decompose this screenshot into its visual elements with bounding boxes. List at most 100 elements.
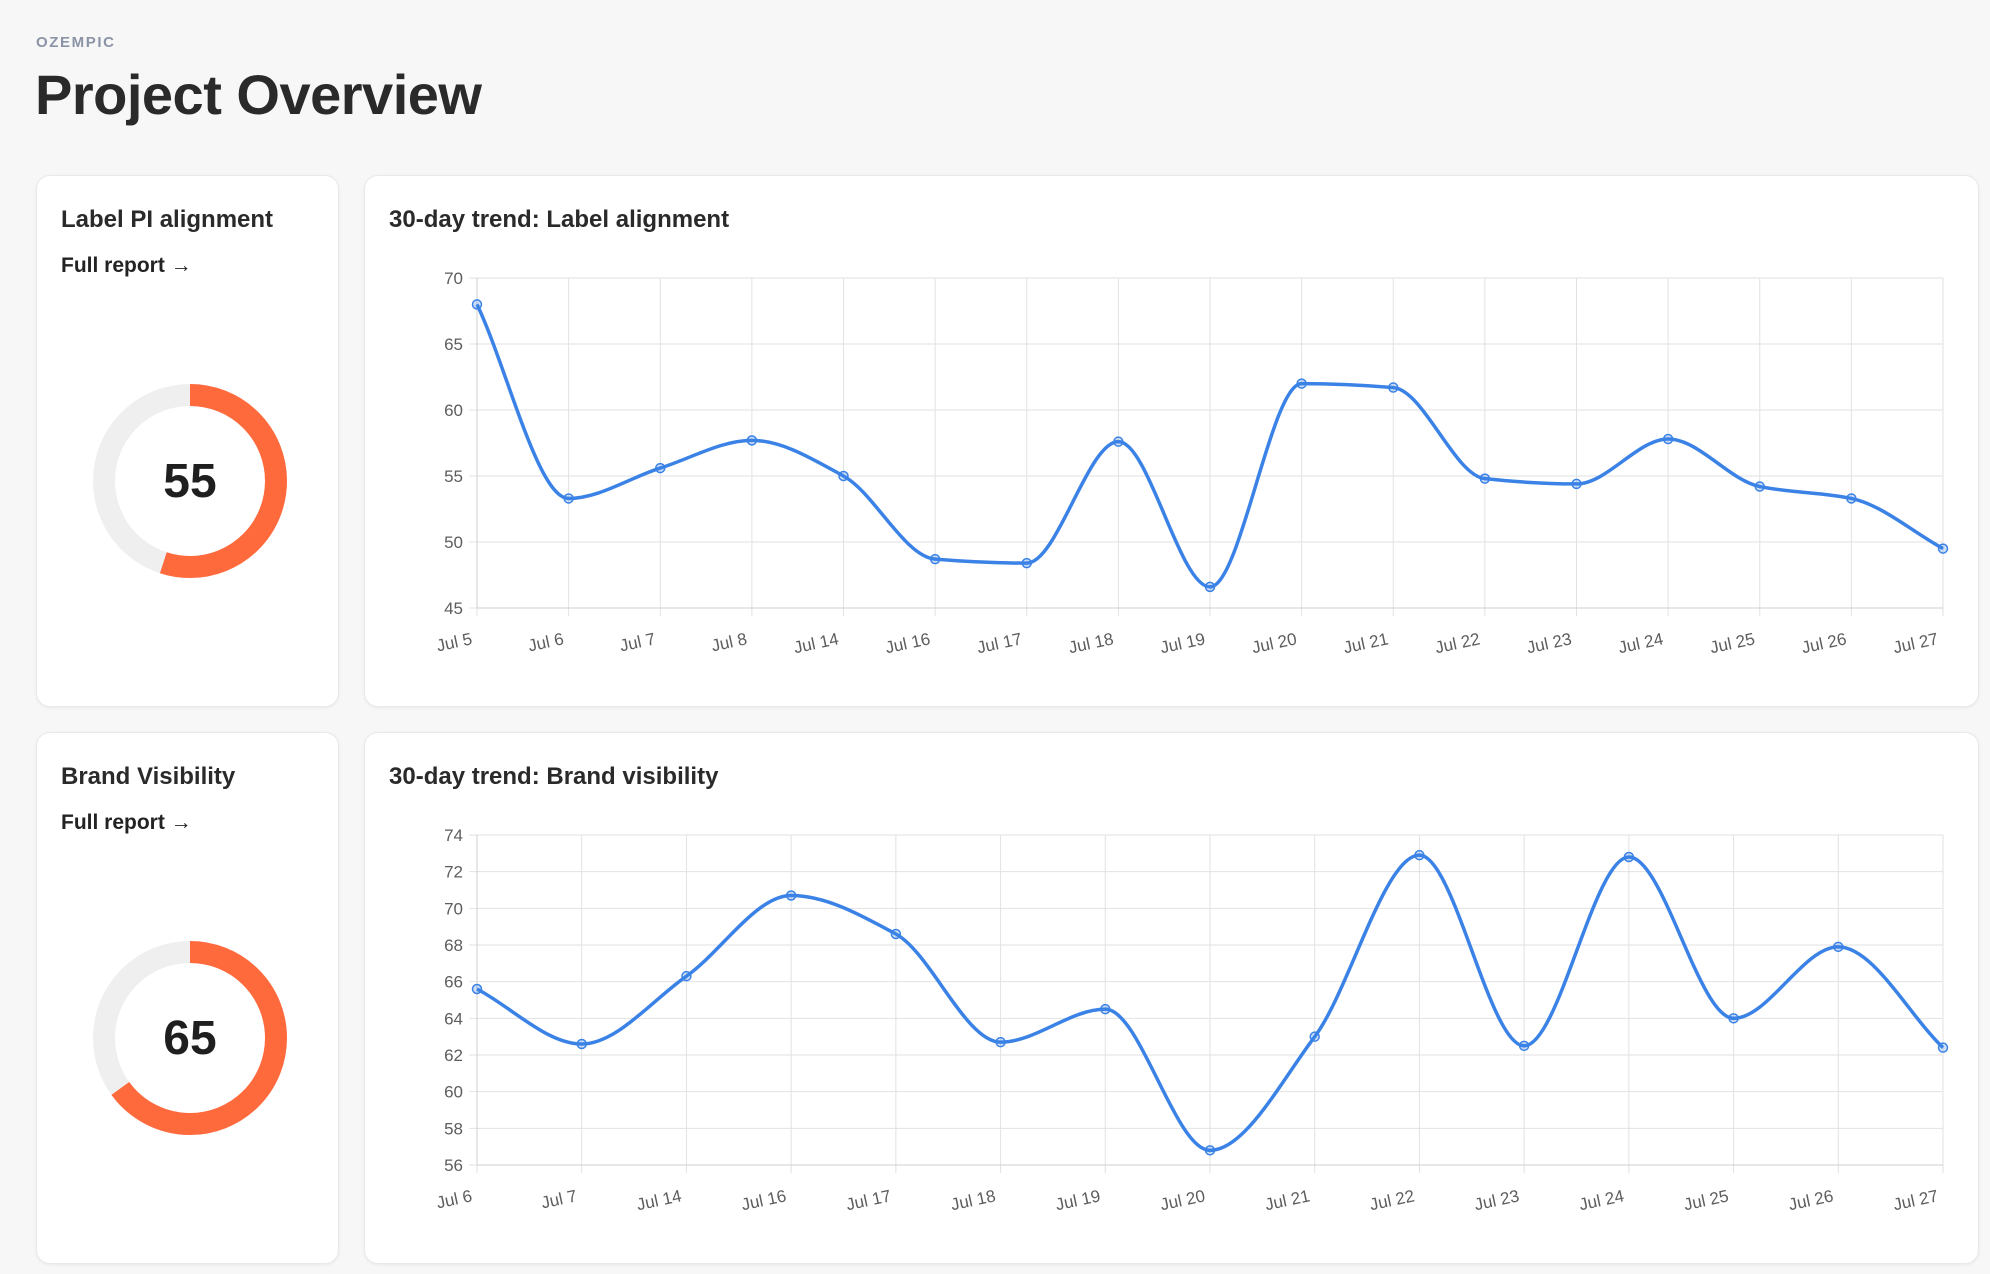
x-tick-label: Jul 8 xyxy=(710,629,749,655)
donut-progress-arc xyxy=(93,384,287,578)
y-tick-label: 64 xyxy=(444,1009,463,1028)
x-tick-label: Jul 6 xyxy=(435,1186,474,1212)
data-point[interactable] xyxy=(1204,581,1216,593)
series-line xyxy=(476,853,1945,1153)
data-point[interactable] xyxy=(1414,849,1425,861)
x-tick-label: Jul 25 xyxy=(1708,629,1756,657)
data-point[interactable] xyxy=(1518,1040,1530,1052)
x-tick-label: Jul 23 xyxy=(1473,1186,1521,1214)
x-tick-label: Jul 16 xyxy=(740,1186,788,1214)
x-tick-label: Jul 26 xyxy=(1800,629,1848,657)
x-tick-label: Jul 7 xyxy=(618,629,657,655)
data-point[interactable] xyxy=(1833,941,1844,953)
y-tick-label: 68 xyxy=(444,936,463,955)
metric-card-title: Label PI alignment xyxy=(61,206,274,233)
x-tick-label: Jul 19 xyxy=(1158,629,1206,657)
x-tick-label: Jul 23 xyxy=(1525,629,1573,657)
data-point[interactable] xyxy=(1479,473,1491,484)
trend-card-label-alignment: 30-day trend: Label alignment 45 50 55 60 65… xyxy=(364,175,1979,707)
data-point[interactable] xyxy=(1728,1013,1739,1024)
y-tick-label: 70 xyxy=(444,899,463,918)
x-tick-label: Jul 20 xyxy=(1158,1186,1206,1214)
full-report-link[interactable]: Full report → xyxy=(61,811,192,834)
x-tick-label: Jul 24 xyxy=(1617,629,1665,657)
score-value: 65 xyxy=(163,1011,217,1065)
y-tick-label: 45 xyxy=(444,599,463,618)
data-point[interactable] xyxy=(1937,543,1949,554)
data-point[interactable] xyxy=(1571,478,1582,490)
score-donut xyxy=(93,384,287,578)
x-tick-label: Jul 6 xyxy=(526,629,565,655)
y-tick-label: 65 xyxy=(444,335,463,354)
data-point[interactable] xyxy=(1623,851,1635,863)
data-point[interactable] xyxy=(1113,436,1124,447)
full-report-link[interactable]: Full report → xyxy=(61,254,192,277)
data-point[interactable] xyxy=(655,462,666,474)
y-tick-label: 74 xyxy=(444,826,463,845)
y-tick-label: 55 xyxy=(444,467,463,486)
x-tick-label: Jul 14 xyxy=(635,1186,683,1214)
x-tick-label: Jul 27 xyxy=(1891,629,1939,657)
y-tick-label: 60 xyxy=(444,1083,463,1102)
metric-card-label-alignment: Label PI alignment Full report → 55 xyxy=(36,175,339,707)
data-point[interactable] xyxy=(890,928,902,940)
x-tick-label: Jul 25 xyxy=(1682,1186,1730,1214)
data-point[interactable] xyxy=(1846,493,1857,504)
data-point[interactable] xyxy=(838,470,849,482)
score-value: 55 xyxy=(163,454,217,508)
data-point[interactable] xyxy=(1100,1003,1111,1015)
data-point[interactable] xyxy=(1388,382,1399,393)
data-point[interactable] xyxy=(1204,1145,1216,1156)
x-tick-label: Jul 27 xyxy=(1891,1186,1939,1214)
x-tick-label: Jul 5 xyxy=(435,629,474,655)
x-tick-label: Jul 16 xyxy=(884,629,932,657)
data-point[interactable] xyxy=(1309,1031,1320,1042)
y-tick-label: 58 xyxy=(444,1119,463,1138)
data-point[interactable] xyxy=(576,1038,587,1050)
data-point[interactable] xyxy=(1662,433,1674,445)
x-tick-label: Jul 26 xyxy=(1787,1186,1835,1214)
x-tick-label: Jul 18 xyxy=(949,1186,997,1214)
y-tick-label: 56 xyxy=(444,1156,463,1175)
data-point[interactable] xyxy=(785,890,797,901)
x-tick-label: Jul 21 xyxy=(1263,1186,1311,1214)
brand-visibility-line-chart: 56 58 60 62 64 66 68 70 72 74 Jul 6 Jul 7 Jul 14 Jul … xyxy=(435,826,1949,1214)
series-line xyxy=(475,303,1944,589)
data-point[interactable] xyxy=(471,299,483,310)
label-alignment-line-chart: 45 50 55 60 65 70 Jul 5 Jul 6 Jul 7 Jul 8 Jul 14 Ju… xyxy=(435,269,1949,657)
x-tick-label: Jul 17 xyxy=(975,629,1023,657)
x-tick-label: Jul 7 xyxy=(539,1186,578,1212)
data-point[interactable] xyxy=(471,983,483,995)
y-tick-label: 66 xyxy=(444,973,463,992)
y-tick-label: 70 xyxy=(444,269,463,288)
data-point[interactable] xyxy=(746,435,758,446)
x-tick-label: Jul 22 xyxy=(1433,629,1481,657)
y-tick-label: 50 xyxy=(444,533,463,552)
data-point[interactable] xyxy=(563,493,574,504)
data-point[interactable] xyxy=(1754,481,1765,492)
data-point[interactable] xyxy=(681,970,692,982)
donut-progress-arc xyxy=(93,941,287,1135)
y-tick-label: 62 xyxy=(444,1046,463,1065)
x-tick-label: Jul 14 xyxy=(792,629,840,657)
y-tick-label: 72 xyxy=(444,863,463,882)
metric-card-title: Brand Visibility xyxy=(61,763,236,790)
page-title: Project Overview xyxy=(35,63,482,126)
x-tick-label: Jul 18 xyxy=(1067,629,1115,657)
x-tick-label: Jul 17 xyxy=(844,1186,892,1214)
x-tick-label: Jul 20 xyxy=(1250,629,1298,657)
x-tick-label: Jul 21 xyxy=(1342,629,1390,657)
data-point[interactable] xyxy=(929,553,941,565)
metric-card-brand-visibility: Brand Visibility Full report → 65 xyxy=(36,732,339,1264)
x-tick-label: Jul 22 xyxy=(1368,1186,1416,1214)
data-point[interactable] xyxy=(1296,378,1307,389)
data-point[interactable] xyxy=(1937,1042,1949,1053)
x-tick-label: Jul 19 xyxy=(1054,1186,1102,1214)
data-point[interactable] xyxy=(995,1036,1006,1048)
x-tick-label: Jul 24 xyxy=(1577,1186,1625,1214)
data-point[interactable] xyxy=(1021,557,1032,569)
trend-chart-title: 30-day trend: Brand visibility xyxy=(389,763,719,790)
brand-label: OZEMPIC xyxy=(36,34,116,51)
score-donut xyxy=(93,941,287,1135)
trend-chart-title: 30-day trend: Label alignment xyxy=(389,206,730,233)
